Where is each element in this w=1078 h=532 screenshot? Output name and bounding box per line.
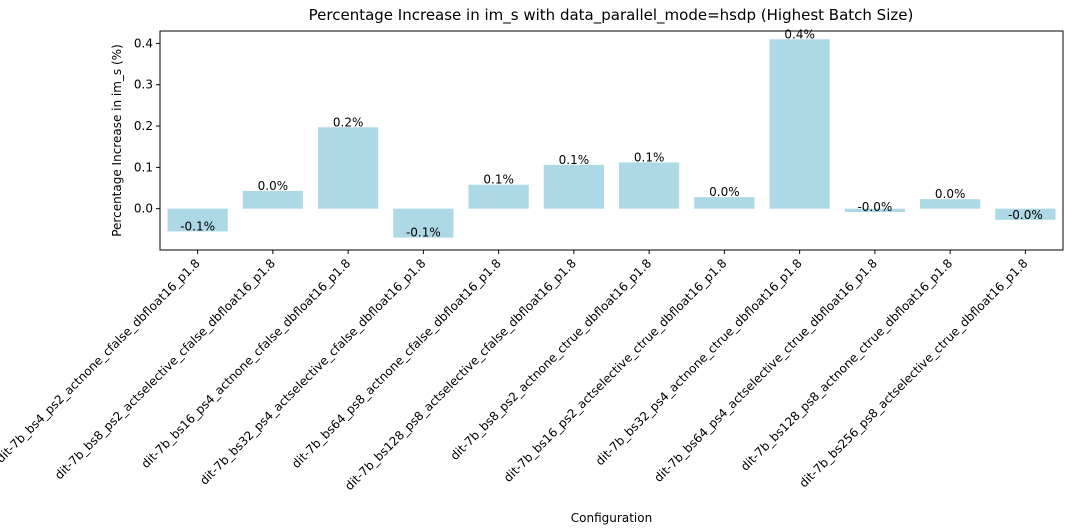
bar xyxy=(543,164,604,209)
y-axis: 0.0 0.1 0.2 0.3 0.4 xyxy=(134,36,160,216)
bar xyxy=(769,39,830,209)
bar-value-label: 0.1% xyxy=(559,153,590,167)
y-tick-label: 0.4 xyxy=(134,36,153,50)
y-axis-label: Percentage Increase in im_s (%) xyxy=(110,44,124,237)
bar-labels-group: -0.1% 0.0% 0.2% -0.1% 0.1% 0.1% 0.1% 0.0% 0.4% -0… xyxy=(180,27,1043,239)
bar-value-label: -0.0% xyxy=(857,200,892,214)
bar xyxy=(393,208,454,238)
bar-value-label: -0.0% xyxy=(1008,208,1043,222)
bar-value-label: 0.4% xyxy=(784,27,815,41)
bar-value-label: -0.1% xyxy=(406,226,441,240)
chart-title: Percentage Increase in im_s with data_pa… xyxy=(309,6,914,25)
x-axis-label: Configuration xyxy=(571,511,652,525)
bar xyxy=(242,190,303,209)
bar xyxy=(844,208,905,212)
bars-group xyxy=(167,39,1056,238)
bar-value-label: 0.1% xyxy=(634,150,665,164)
bar-value-label: 0.2% xyxy=(333,115,364,129)
bar-value-label: 0.0% xyxy=(258,179,289,193)
y-tick-label: 0.3 xyxy=(134,78,153,92)
bar xyxy=(318,127,379,209)
y-tick-label: 0.2 xyxy=(134,119,153,133)
plot-frame xyxy=(159,30,1064,251)
bar xyxy=(619,162,680,209)
y-tick-label: 0.1 xyxy=(134,160,153,174)
bar xyxy=(920,199,981,209)
y-tick-label: 0.0 xyxy=(134,202,153,216)
bar xyxy=(694,197,755,209)
x-axis: dit-7b_bs4_ps2_actnone_cfalse_dbfloat16_… xyxy=(0,250,1030,493)
bar xyxy=(468,184,529,209)
bar-value-label: 0.0% xyxy=(709,185,740,199)
bar-value-label: -0.1% xyxy=(180,219,215,233)
bar xyxy=(167,208,228,232)
bar-value-label: 0.1% xyxy=(483,173,514,187)
bar-value-label: 0.0% xyxy=(935,187,966,201)
bar xyxy=(995,208,1056,220)
